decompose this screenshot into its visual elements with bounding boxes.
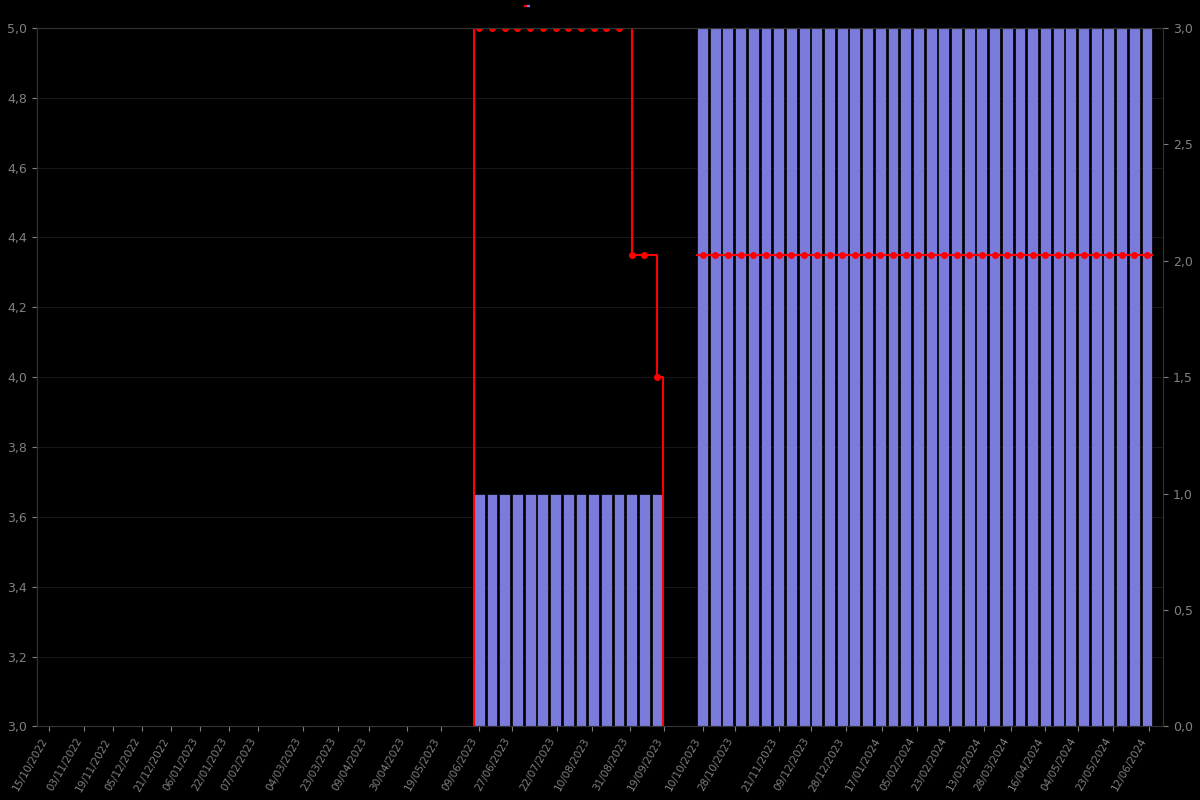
Bar [563, 494, 574, 726]
Bar [722, 28, 733, 726]
Bar [601, 494, 612, 726]
Bar [1078, 28, 1088, 726]
Bar [576, 494, 587, 726]
Bar [977, 28, 988, 726]
Bar [736, 28, 746, 726]
Bar [850, 28, 860, 726]
Bar [989, 28, 1000, 726]
Bar [512, 494, 523, 726]
Bar [875, 28, 886, 726]
Bar [709, 28, 721, 726]
Bar [538, 494, 548, 726]
Bar [1141, 28, 1152, 726]
Bar [640, 494, 650, 726]
Bar [811, 28, 822, 726]
Bar [499, 494, 510, 726]
Bar [938, 28, 949, 726]
Bar [626, 494, 637, 726]
Bar [836, 28, 847, 726]
Bar [952, 28, 962, 726]
Bar [799, 28, 810, 726]
Bar [487, 494, 498, 726]
Bar [964, 28, 974, 726]
Legend: , : , [524, 4, 529, 6]
Bar [1027, 28, 1038, 726]
Bar [524, 494, 535, 726]
Bar [1104, 28, 1115, 726]
Bar [652, 494, 662, 726]
Bar [1116, 28, 1127, 726]
Bar [900, 28, 911, 726]
Bar [550, 494, 560, 726]
Bar [1066, 28, 1076, 726]
Bar [786, 28, 797, 726]
Bar [862, 28, 874, 726]
Bar [1040, 28, 1051, 726]
Bar [588, 494, 599, 726]
Bar [761, 28, 772, 726]
Bar [1129, 28, 1140, 726]
Bar [1014, 28, 1026, 726]
Bar [1052, 28, 1063, 726]
Bar [697, 28, 708, 726]
Bar [1002, 28, 1013, 726]
Bar [748, 28, 758, 726]
Bar [925, 28, 936, 726]
Bar [913, 28, 924, 726]
Bar [824, 28, 835, 726]
Bar [474, 494, 485, 726]
Bar [773, 28, 784, 726]
Bar [888, 28, 899, 726]
Bar [613, 494, 624, 726]
Bar [1091, 28, 1102, 726]
